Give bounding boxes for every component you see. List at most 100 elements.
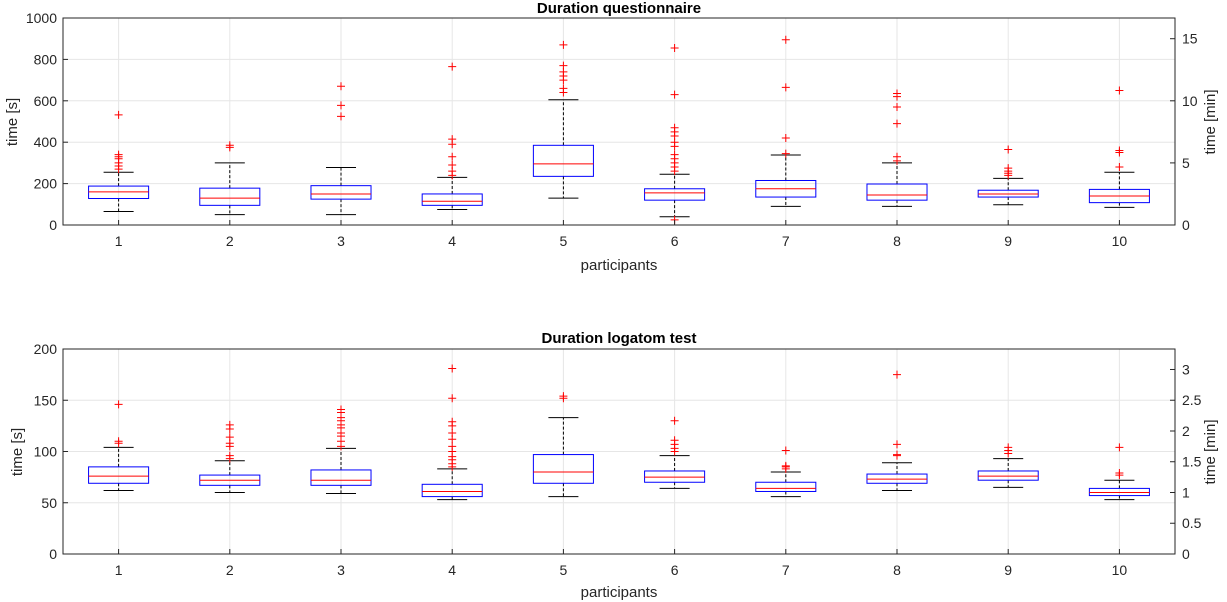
outlier-point bbox=[559, 392, 568, 401]
outlier-point bbox=[337, 112, 345, 121]
x-tick-label: 4 bbox=[448, 233, 456, 249]
box-7 bbox=[755, 35, 817, 207]
outlier-point bbox=[337, 405, 345, 414]
box-10 bbox=[1088, 86, 1150, 208]
x-tick-label: 3 bbox=[337, 562, 345, 578]
outlier-point bbox=[114, 110, 123, 119]
x-tick-label: 5 bbox=[560, 562, 568, 578]
outlier-point bbox=[893, 450, 901, 459]
y-tick-label: 0 bbox=[49, 217, 57, 233]
x-tick-label: 1 bbox=[115, 562, 123, 578]
outlier-point bbox=[448, 62, 457, 71]
outlier-point bbox=[114, 437, 123, 446]
box-3 bbox=[310, 82, 372, 216]
outlier-point bbox=[670, 90, 679, 99]
x-tick-label: 7 bbox=[782, 233, 790, 249]
y-right-tick-label: 3 bbox=[1182, 361, 1190, 377]
y-right-tick-label: 10 bbox=[1182, 93, 1198, 109]
iqr-box bbox=[644, 188, 706, 201]
y-tick-label: 150 bbox=[34, 392, 58, 408]
outlier-point bbox=[559, 61, 568, 70]
outlier-point bbox=[670, 44, 679, 53]
outlier-point bbox=[225, 451, 234, 460]
x-tick-label: 8 bbox=[893, 562, 901, 578]
outlier-point bbox=[225, 420, 234, 429]
outlier-point bbox=[1004, 443, 1013, 452]
x-axis-label: participants bbox=[581, 584, 658, 601]
iqr-box bbox=[532, 454, 594, 484]
chart-title: Duration logatom test bbox=[541, 330, 696, 347]
outlier-point bbox=[670, 123, 679, 132]
y-tick-label: 1000 bbox=[26, 10, 57, 26]
iqr-box bbox=[421, 483, 483, 498]
box-1 bbox=[88, 110, 150, 213]
iqr-box bbox=[1088, 487, 1150, 497]
iqr-box bbox=[421, 193, 483, 206]
box-6 bbox=[644, 44, 706, 224]
box-5 bbox=[532, 392, 594, 498]
y-tick-label: 50 bbox=[41, 495, 57, 511]
box-7 bbox=[755, 446, 817, 498]
x-tick-label: 10 bbox=[1112, 562, 1128, 578]
y-right-tick-label: 0 bbox=[1182, 217, 1190, 233]
iqr-box bbox=[310, 185, 372, 200]
box-1 bbox=[88, 400, 150, 491]
logatom-boxplot-panel: Duration logatom test participants time … bbox=[9, 330, 1219, 601]
outlier-point bbox=[1004, 164, 1013, 173]
box-4 bbox=[421, 62, 483, 210]
outlier-point bbox=[448, 394, 457, 403]
y-axis-label-right: time [min] bbox=[1202, 89, 1219, 154]
y-right-tick-label: 0.5 bbox=[1182, 515, 1202, 531]
x-tick-label: 1 bbox=[115, 233, 123, 249]
outlier-point bbox=[114, 400, 123, 409]
x-tick-label: 7 bbox=[782, 562, 790, 578]
iqr-box bbox=[644, 470, 706, 483]
outlier-point bbox=[670, 150, 679, 159]
outlier-point bbox=[1115, 469, 1124, 478]
box-2 bbox=[199, 420, 261, 493]
outlier-point bbox=[893, 119, 901, 128]
iqr-box bbox=[532, 144, 594, 177]
y-tick-label: 800 bbox=[34, 51, 58, 67]
outlier-point bbox=[448, 135, 457, 144]
y-right-tick-label: 0 bbox=[1182, 546, 1190, 562]
iqr-box bbox=[755, 481, 817, 492]
box-3 bbox=[310, 405, 372, 495]
box-4 bbox=[421, 364, 483, 501]
outlier-point bbox=[670, 436, 679, 445]
box-8 bbox=[866, 89, 928, 207]
outlier-point bbox=[225, 141, 234, 150]
iqr-box bbox=[977, 470, 1039, 481]
outlier-point bbox=[781, 446, 790, 455]
outlier-point bbox=[1115, 443, 1124, 452]
y-axis-label-left: time [s] bbox=[9, 428, 26, 476]
outlier-point bbox=[448, 442, 457, 451]
box-2 bbox=[199, 141, 261, 216]
outlier-point bbox=[337, 82, 345, 91]
questionnaire-boxplot-panel: Duration questionnaire participants time… bbox=[4, 0, 1219, 274]
outlier-point bbox=[559, 84, 568, 93]
outlier-point bbox=[781, 149, 790, 158]
outlier-point bbox=[893, 89, 901, 98]
outlier-point bbox=[893, 370, 901, 379]
box-9 bbox=[977, 145, 1039, 206]
chart-title: Duration questionnaire bbox=[537, 0, 701, 17]
outlier-point bbox=[893, 152, 901, 161]
x-tick-label: 5 bbox=[560, 233, 568, 249]
x-tick-label: 4 bbox=[448, 562, 456, 578]
box-6 bbox=[644, 416, 706, 489]
outlier-point bbox=[448, 160, 457, 169]
x-tick-label: 2 bbox=[226, 233, 234, 249]
outlier-point bbox=[781, 35, 790, 44]
outlier-point bbox=[448, 417, 457, 426]
x-tick-label: 9 bbox=[1004, 233, 1012, 249]
outlier-point bbox=[893, 440, 901, 449]
plot-frame bbox=[62, 17, 1176, 226]
box-10 bbox=[1088, 443, 1150, 501]
outlier-point bbox=[337, 101, 345, 110]
x-tick-label: 10 bbox=[1112, 233, 1128, 249]
outlier-point bbox=[448, 364, 457, 373]
y-axis-label-left: time [s] bbox=[4, 98, 21, 146]
outlier-point bbox=[559, 40, 568, 49]
